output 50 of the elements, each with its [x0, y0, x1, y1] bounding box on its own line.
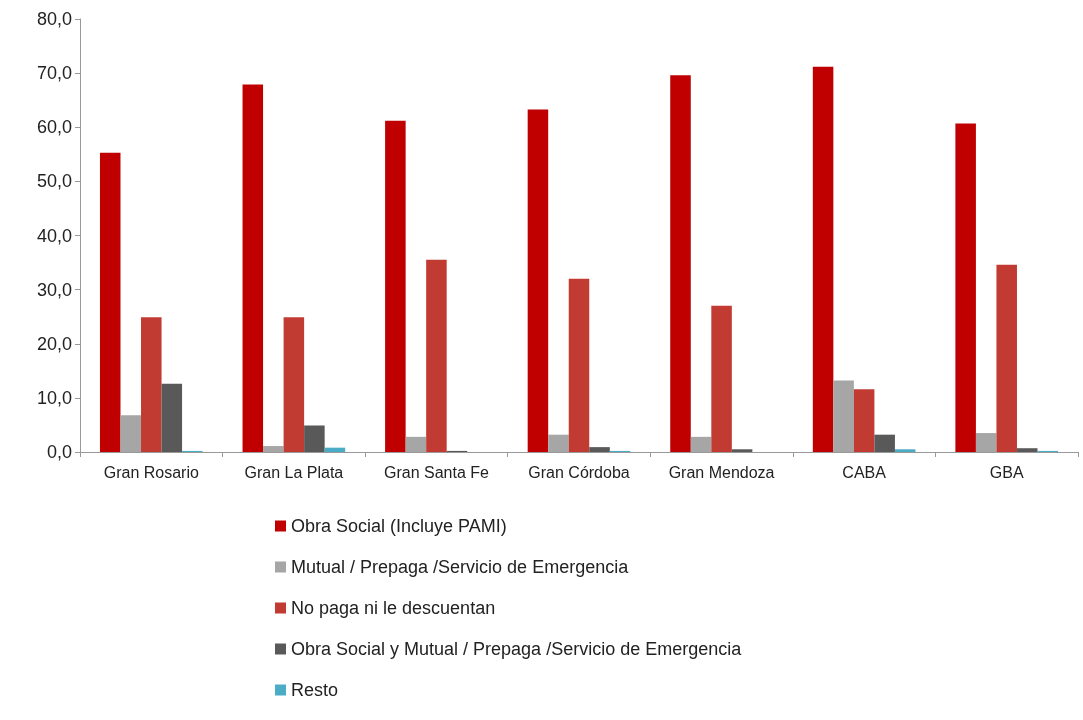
- legend-label: Obra Social (Incluye PAMI): [291, 516, 507, 536]
- x-tick-label: Gran Córdoba: [528, 463, 630, 481]
- bar: [161, 383, 183, 452]
- bar: [690, 436, 712, 452]
- y-tick-label: 20,0: [36, 333, 72, 354]
- bar: [711, 305, 732, 452]
- bar: [263, 446, 284, 452]
- x-tick-label: Gran La Plata: [244, 463, 344, 481]
- y-tick-label: 50,0: [36, 171, 72, 192]
- bar: [833, 380, 854, 452]
- x-tick-label: Gran Mendoza: [668, 463, 775, 481]
- y-tick-label: 70,0: [36, 63, 72, 84]
- y-tick-label: 60,0: [36, 117, 72, 138]
- y-tick-label: 30,0: [36, 279, 72, 300]
- bar: [548, 434, 569, 452]
- legend-label: Obra Social y Mutual / Prepaga /Servicio de Emergencia: [291, 639, 743, 659]
- bar: [283, 317, 305, 452]
- y-tick-label: 40,0: [36, 225, 72, 246]
- bar: [405, 436, 427, 452]
- y-tick-label: 10,0: [36, 387, 72, 408]
- x-tick-label: CABA: [842, 463, 887, 481]
- legend-label: Mutual / Prepaga /Servicio de Emergencia: [291, 557, 630, 577]
- bar: [527, 109, 549, 452]
- bar: [324, 447, 346, 452]
- bar: [670, 75, 691, 452]
- bar: [304, 425, 325, 452]
- bar: [731, 449, 753, 452]
- bar: [853, 389, 875, 452]
- legend-label: No paga ni le descuentan: [291, 598, 496, 618]
- x-tick-label: Gran Santa Fe: [383, 463, 489, 481]
- bar: [242, 84, 264, 452]
- bar: [955, 123, 976, 452]
- bar: [568, 278, 590, 452]
- bar: [385, 120, 406, 452]
- bar: [975, 433, 997, 452]
- bar: [874, 434, 895, 452]
- y-tick-label: 80,0: [36, 9, 72, 29]
- bar: [120, 415, 142, 452]
- bar: [141, 317, 162, 452]
- bar: [1016, 448, 1038, 452]
- bar: [589, 447, 610, 452]
- y-tick-label: 0,0: [46, 442, 72, 462]
- legend-label: Resto: [291, 680, 339, 700]
- bar: [894, 449, 916, 452]
- bar: [426, 259, 447, 452]
- bar: [812, 66, 834, 452]
- bar: [99, 152, 121, 452]
- bar: [996, 264, 1017, 452]
- x-tick-label: GBA: [989, 463, 1024, 481]
- x-tick-label: Gran Rosario: [103, 463, 199, 481]
